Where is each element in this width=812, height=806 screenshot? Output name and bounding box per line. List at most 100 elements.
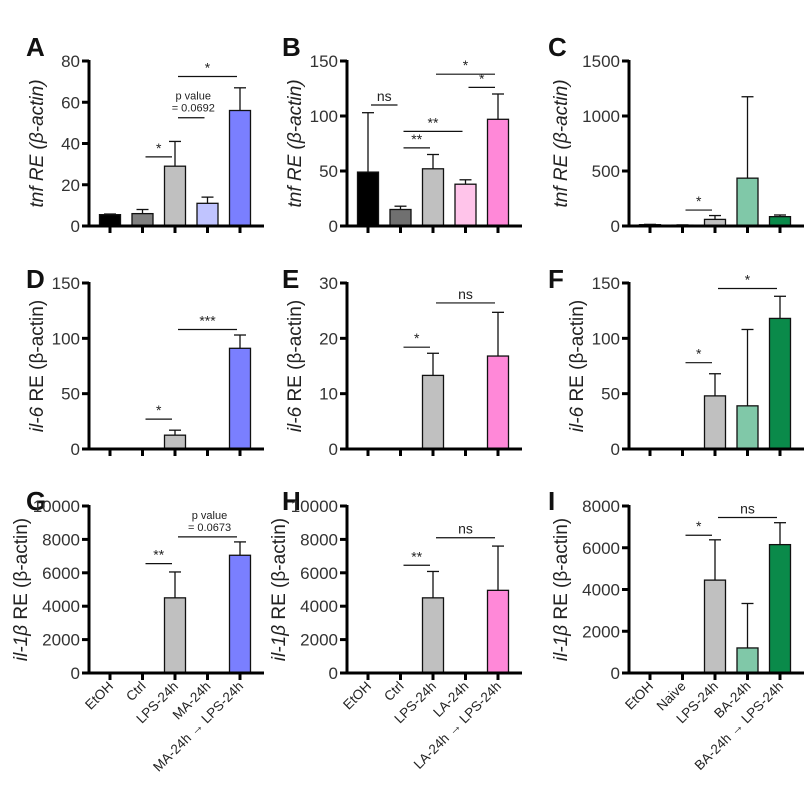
x-tick-label: EtOH <box>82 679 116 713</box>
p-value-label: p value <box>192 510 227 522</box>
y-axis-label-gene: il-1β <box>551 625 572 661</box>
bar <box>736 177 759 227</box>
bar <box>703 579 727 674</box>
y-tick-label: 0 <box>71 217 80 236</box>
bar <box>163 165 187 227</box>
bar <box>163 434 187 450</box>
y-tick-label: 150 <box>310 52 338 71</box>
y-axis-label-unit: RE (β-actin) <box>11 518 32 625</box>
y-axis-label: il-1β RE (β-actin) <box>269 518 290 661</box>
bar <box>703 395 727 450</box>
y-tick-label: 60 <box>61 93 80 112</box>
panel-letter: D <box>26 264 45 294</box>
bar <box>421 374 445 450</box>
y-tick-label: 0 <box>611 217 620 236</box>
y-tick-label: 150 <box>52 274 80 293</box>
y-tick-label: 2000 <box>300 631 338 650</box>
y-axis-label-gene: il-6 <box>27 406 48 432</box>
panel-letter: G <box>26 486 46 516</box>
y-tick-label: 2000 <box>582 622 620 641</box>
significance-label: * <box>205 59 211 75</box>
y-axis-label: il-1β RE (β-actin) <box>551 518 572 661</box>
y-tick-label: 50 <box>61 385 80 404</box>
panel-g: Gil-1β RE (β-actin)EtOH CtrlLPS-24hMA-24h… <box>11 486 264 775</box>
y-axis-label-unit: RE (β-actin) <box>567 300 588 407</box>
y-tick-label: 50 <box>601 385 620 404</box>
significance-label: ** <box>411 131 422 147</box>
bar <box>131 212 154 227</box>
significance-label: * <box>745 272 751 288</box>
bar <box>196 202 219 227</box>
panel-i: Iil-1β RE (β-actin)EtOHNaiveLPS-24hBA-24… <box>548 486 804 773</box>
y-axis-label: tnf RE (β-actin) <box>285 79 306 207</box>
bar <box>356 171 380 227</box>
y-tick-label: 0 <box>611 440 620 459</box>
significance-label: ** <box>428 114 439 130</box>
y-tick-label: 0 <box>329 217 338 236</box>
y-axis-label-gene: tnf RE <box>285 154 306 207</box>
bar <box>736 405 759 450</box>
y-tick-label: 4000 <box>300 597 338 616</box>
y-tick-label: 20 <box>61 176 80 195</box>
panel-e: Eil-6 RE (β-actin) 0 10 20 30 * ns <box>282 264 522 459</box>
significance-label: ** <box>411 548 422 564</box>
bar <box>486 355 510 450</box>
panel-h: Hil-1β RE (β-actin)EtOH CtrlLPS-24hLA-24h… <box>269 486 522 772</box>
y-tick-label: 40 <box>61 135 80 154</box>
y-axis-label: tnf RE (β-actin) <box>27 79 48 207</box>
p-value-label: = 0.0692 <box>172 103 215 115</box>
y-axis-label: tnf RE (β-actin) <box>551 79 572 207</box>
panel-letter: H <box>282 486 301 516</box>
y-tick-label: 10000 <box>291 497 338 516</box>
bar <box>228 347 252 450</box>
p-value-label: = 0.0673 <box>188 522 231 534</box>
y-tick-label: 0 <box>329 440 338 459</box>
y-axis-label-gene: il-6 <box>567 406 588 432</box>
y-tick-label: 150 <box>592 274 620 293</box>
bar <box>736 647 759 674</box>
y-tick-label: 6000 <box>582 539 620 558</box>
significance-label: ** <box>153 547 164 563</box>
significance-label: * <box>156 402 162 418</box>
y-tick-label: 20 <box>319 329 338 348</box>
y-tick-label: 6000 <box>42 564 80 583</box>
bar <box>228 554 252 674</box>
y-tick-label: 1500 <box>582 52 620 71</box>
y-tick-label: 4000 <box>42 597 80 616</box>
y-axis-label-gene: il-1β <box>269 625 290 661</box>
bar <box>421 168 445 227</box>
y-tick-label: 8000 <box>300 530 338 549</box>
y-tick-label: 10 <box>319 385 338 404</box>
bar <box>454 183 477 227</box>
p-value-label: p value <box>176 91 211 103</box>
bar <box>768 543 792 674</box>
y-tick-label: 500 <box>592 162 620 181</box>
panel-letter: F <box>548 264 564 294</box>
y-tick-label: 80 <box>61 52 80 71</box>
y-axis-label: il-1β RE (β-actin) <box>11 518 32 661</box>
bar <box>228 109 252 227</box>
x-tick-label: Ctrl <box>123 679 148 704</box>
bar <box>486 589 510 674</box>
bar <box>421 597 445 674</box>
y-axis-label-unit: (β-actin) <box>27 79 48 154</box>
y-axis-label-gene: il-6 <box>285 406 306 432</box>
y-axis-label-unit: RE (β-actin) <box>27 300 48 407</box>
y-tick-label: 100 <box>310 107 338 126</box>
panel-letter: C <box>548 32 567 62</box>
bar <box>768 317 792 450</box>
x-tick-label: Ctrl <box>381 679 406 704</box>
y-axis-label-unit: (β-actin) <box>551 79 572 154</box>
significance-label: * <box>414 330 420 346</box>
y-axis-label-gene: tnf RE <box>27 154 48 207</box>
significance-label: ns <box>458 286 473 302</box>
y-axis-label-unit: (β-actin) <box>285 79 306 154</box>
y-tick-label: 1000 <box>582 107 620 126</box>
significance-label: * <box>696 346 702 362</box>
y-axis-label-unit: RE (β-actin) <box>551 518 572 625</box>
significance-label: * <box>156 140 162 156</box>
